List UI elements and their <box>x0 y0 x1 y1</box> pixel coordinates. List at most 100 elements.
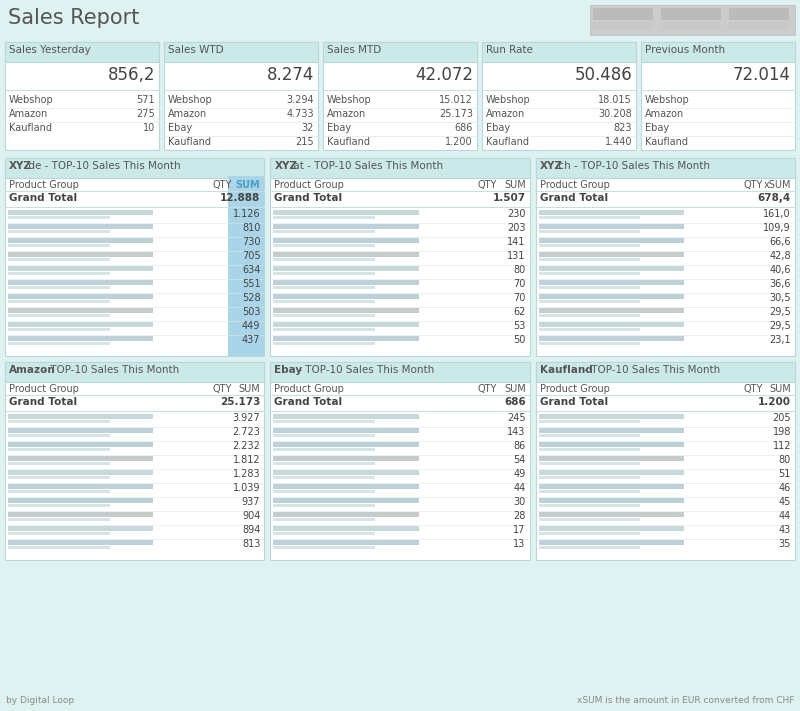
Text: Sales Yesterday: Sales Yesterday <box>9 45 90 55</box>
Text: 437: 437 <box>242 335 260 345</box>
Bar <box>8 238 154 243</box>
Text: Product Group: Product Group <box>540 180 610 190</box>
Bar <box>8 224 154 229</box>
Text: Webshop: Webshop <box>645 95 690 105</box>
Bar <box>538 420 640 423</box>
Text: Grand Total: Grand Total <box>274 193 342 203</box>
Text: Amazon: Amazon <box>327 109 366 119</box>
Text: 143: 143 <box>507 427 526 437</box>
Bar <box>8 434 110 437</box>
Bar <box>270 158 530 178</box>
Bar <box>661 8 721 20</box>
Text: Grand Total: Grand Total <box>9 397 77 407</box>
Text: Grand Total: Grand Total <box>9 193 77 203</box>
Bar <box>228 176 264 356</box>
Text: 72.014: 72.014 <box>733 66 791 84</box>
Bar <box>538 266 684 271</box>
Text: Run Rate: Run Rate <box>486 45 533 55</box>
Bar <box>641 42 795 150</box>
Bar <box>8 266 154 271</box>
Text: 3.294: 3.294 <box>286 95 314 105</box>
Bar <box>8 336 154 341</box>
Bar <box>482 42 636 150</box>
Text: 1.283: 1.283 <box>233 469 260 479</box>
Bar <box>8 420 110 423</box>
Bar <box>661 22 721 30</box>
Bar <box>270 362 530 382</box>
Text: XYZ: XYZ <box>9 161 32 171</box>
Bar <box>538 328 640 331</box>
Text: by Digital Loop: by Digital Loop <box>6 696 74 705</box>
Bar <box>274 244 375 247</box>
Bar <box>590 5 795 35</box>
Bar <box>8 476 110 479</box>
Bar <box>538 490 640 493</box>
Text: 1.200: 1.200 <box>446 137 473 147</box>
Bar <box>538 456 684 461</box>
Text: 823: 823 <box>614 123 632 133</box>
Text: QTY: QTY <box>743 180 762 190</box>
Text: 1.200: 1.200 <box>758 397 791 407</box>
Bar <box>274 476 375 479</box>
Bar <box>274 230 375 233</box>
Bar <box>538 532 640 535</box>
Bar <box>8 546 110 549</box>
Bar <box>538 258 640 261</box>
Bar <box>538 476 640 479</box>
Bar <box>274 328 375 331</box>
Bar <box>8 286 110 289</box>
Bar <box>8 462 110 465</box>
Text: 1.039: 1.039 <box>233 483 260 493</box>
Bar <box>8 518 110 521</box>
Bar <box>538 280 684 285</box>
Bar <box>538 252 684 257</box>
Text: 810: 810 <box>242 223 260 233</box>
Bar <box>8 526 154 531</box>
Bar <box>8 294 154 299</box>
Text: 449: 449 <box>242 321 260 331</box>
Bar <box>274 300 375 303</box>
Text: Previous Month: Previous Month <box>645 45 725 55</box>
Text: - TOP-10 Sales This Month: - TOP-10 Sales This Month <box>40 365 179 375</box>
Text: QTY: QTY <box>478 384 497 394</box>
Text: Product Group: Product Group <box>9 180 79 190</box>
Text: 109,9: 109,9 <box>763 223 791 233</box>
Text: .ch - TOP-10 Sales This Month: .ch - TOP-10 Sales This Month <box>555 161 710 171</box>
Text: 686: 686 <box>504 397 526 407</box>
Text: Sales MTD: Sales MTD <box>327 45 382 55</box>
Text: Sales WTD: Sales WTD <box>168 45 224 55</box>
Bar <box>8 216 110 219</box>
Text: xSUM: xSUM <box>763 180 791 190</box>
Text: SUM: SUM <box>770 384 791 394</box>
Text: 1.812: 1.812 <box>233 455 260 465</box>
Text: 2.723: 2.723 <box>233 427 260 437</box>
Bar <box>274 512 418 517</box>
Bar <box>8 414 154 419</box>
Text: Ebay: Ebay <box>168 123 192 133</box>
Bar <box>274 442 418 447</box>
Bar <box>5 362 264 382</box>
Text: 70: 70 <box>514 293 526 303</box>
Bar <box>538 442 684 447</box>
Text: 161,0: 161,0 <box>763 209 791 219</box>
Bar <box>8 448 110 451</box>
Text: 80: 80 <box>514 265 526 275</box>
Bar <box>274 470 418 475</box>
Bar <box>8 328 110 331</box>
Bar <box>538 272 640 275</box>
Text: 30.208: 30.208 <box>598 109 632 119</box>
Text: 23,1: 23,1 <box>770 335 791 345</box>
Text: 813: 813 <box>242 539 260 549</box>
Bar <box>8 470 154 475</box>
Text: 50: 50 <box>514 335 526 345</box>
Text: 1.126: 1.126 <box>233 209 260 219</box>
Text: 634: 634 <box>242 265 260 275</box>
Bar <box>8 244 110 247</box>
Bar <box>538 526 684 531</box>
Text: 40,6: 40,6 <box>770 265 791 275</box>
Text: 904: 904 <box>242 511 260 521</box>
Bar <box>274 224 418 229</box>
Text: 705: 705 <box>242 251 260 261</box>
Bar <box>8 490 110 493</box>
Text: Kaufland: Kaufland <box>9 123 52 133</box>
